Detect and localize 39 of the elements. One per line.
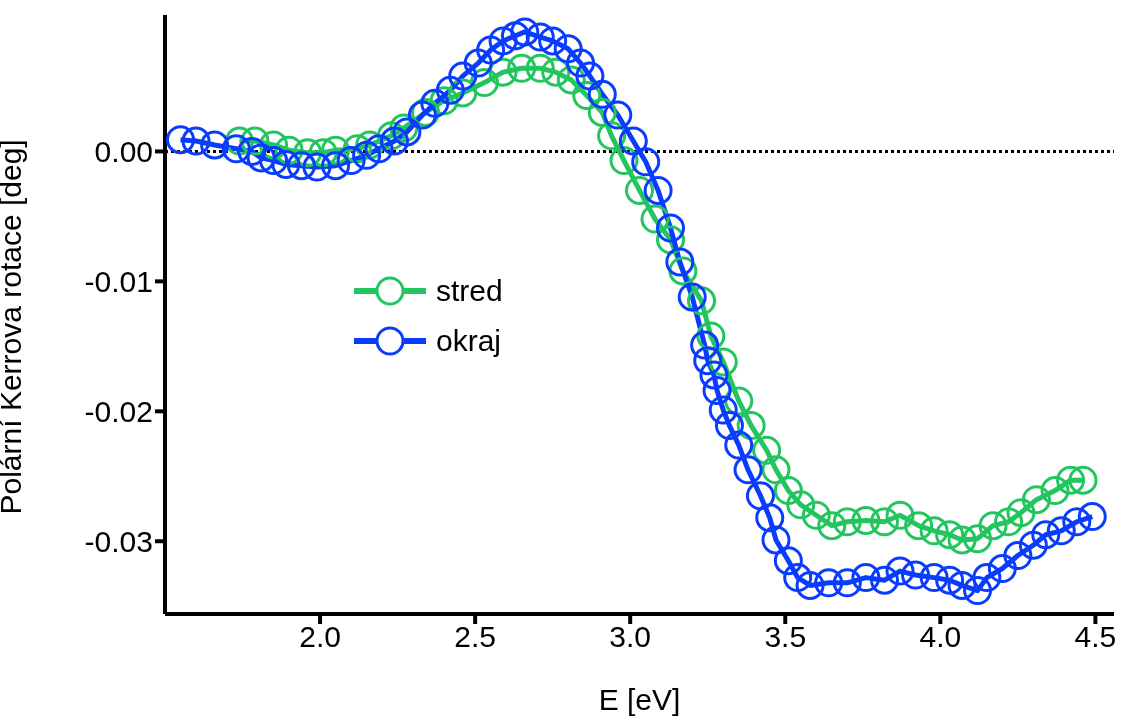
- y-tick-label: 0.00: [94, 135, 153, 169]
- point: [786, 490, 816, 520]
- x-tick-label: 4.0: [919, 620, 962, 654]
- point: [851, 505, 881, 535]
- legend-label: okraj: [436, 324, 502, 358]
- point: [904, 511, 934, 541]
- x-tick-label: 3.5: [764, 620, 807, 654]
- point: [525, 53, 555, 83]
- x-tick-label: 2.5: [454, 620, 496, 654]
- point: [817, 511, 847, 541]
- x-axis-title: E [eV]: [598, 683, 681, 716]
- point: [640, 204, 670, 234]
- point: [801, 500, 831, 530]
- point: [625, 175, 654, 205]
- y-tick-label: -0.03: [84, 524, 153, 558]
- point: [994, 507, 1024, 537]
- y-tick-label: -0.01: [84, 265, 153, 299]
- legend-label: stred: [436, 274, 503, 308]
- y-tick-label: -0.02: [84, 394, 153, 428]
- x-tick-label: 4.5: [1074, 620, 1117, 654]
- x-tick-label: 2.0: [299, 620, 341, 654]
- point: [919, 516, 949, 546]
- x-tick-label: 3.0: [609, 620, 652, 654]
- point: [832, 507, 862, 537]
- point: [1040, 476, 1070, 506]
- point: [1068, 465, 1098, 495]
- point: [761, 455, 791, 485]
- point: [963, 524, 993, 554]
- point: [935, 520, 965, 550]
- point: [773, 476, 803, 506]
- point: [947, 525, 977, 555]
- point: [752, 435, 782, 465]
- point: [1056, 465, 1086, 495]
- point: [978, 511, 1008, 541]
- point: [1021, 485, 1051, 515]
- point: [885, 500, 915, 530]
- point: [870, 507, 899, 537]
- point: [507, 53, 537, 83]
- point: [1006, 498, 1036, 528]
